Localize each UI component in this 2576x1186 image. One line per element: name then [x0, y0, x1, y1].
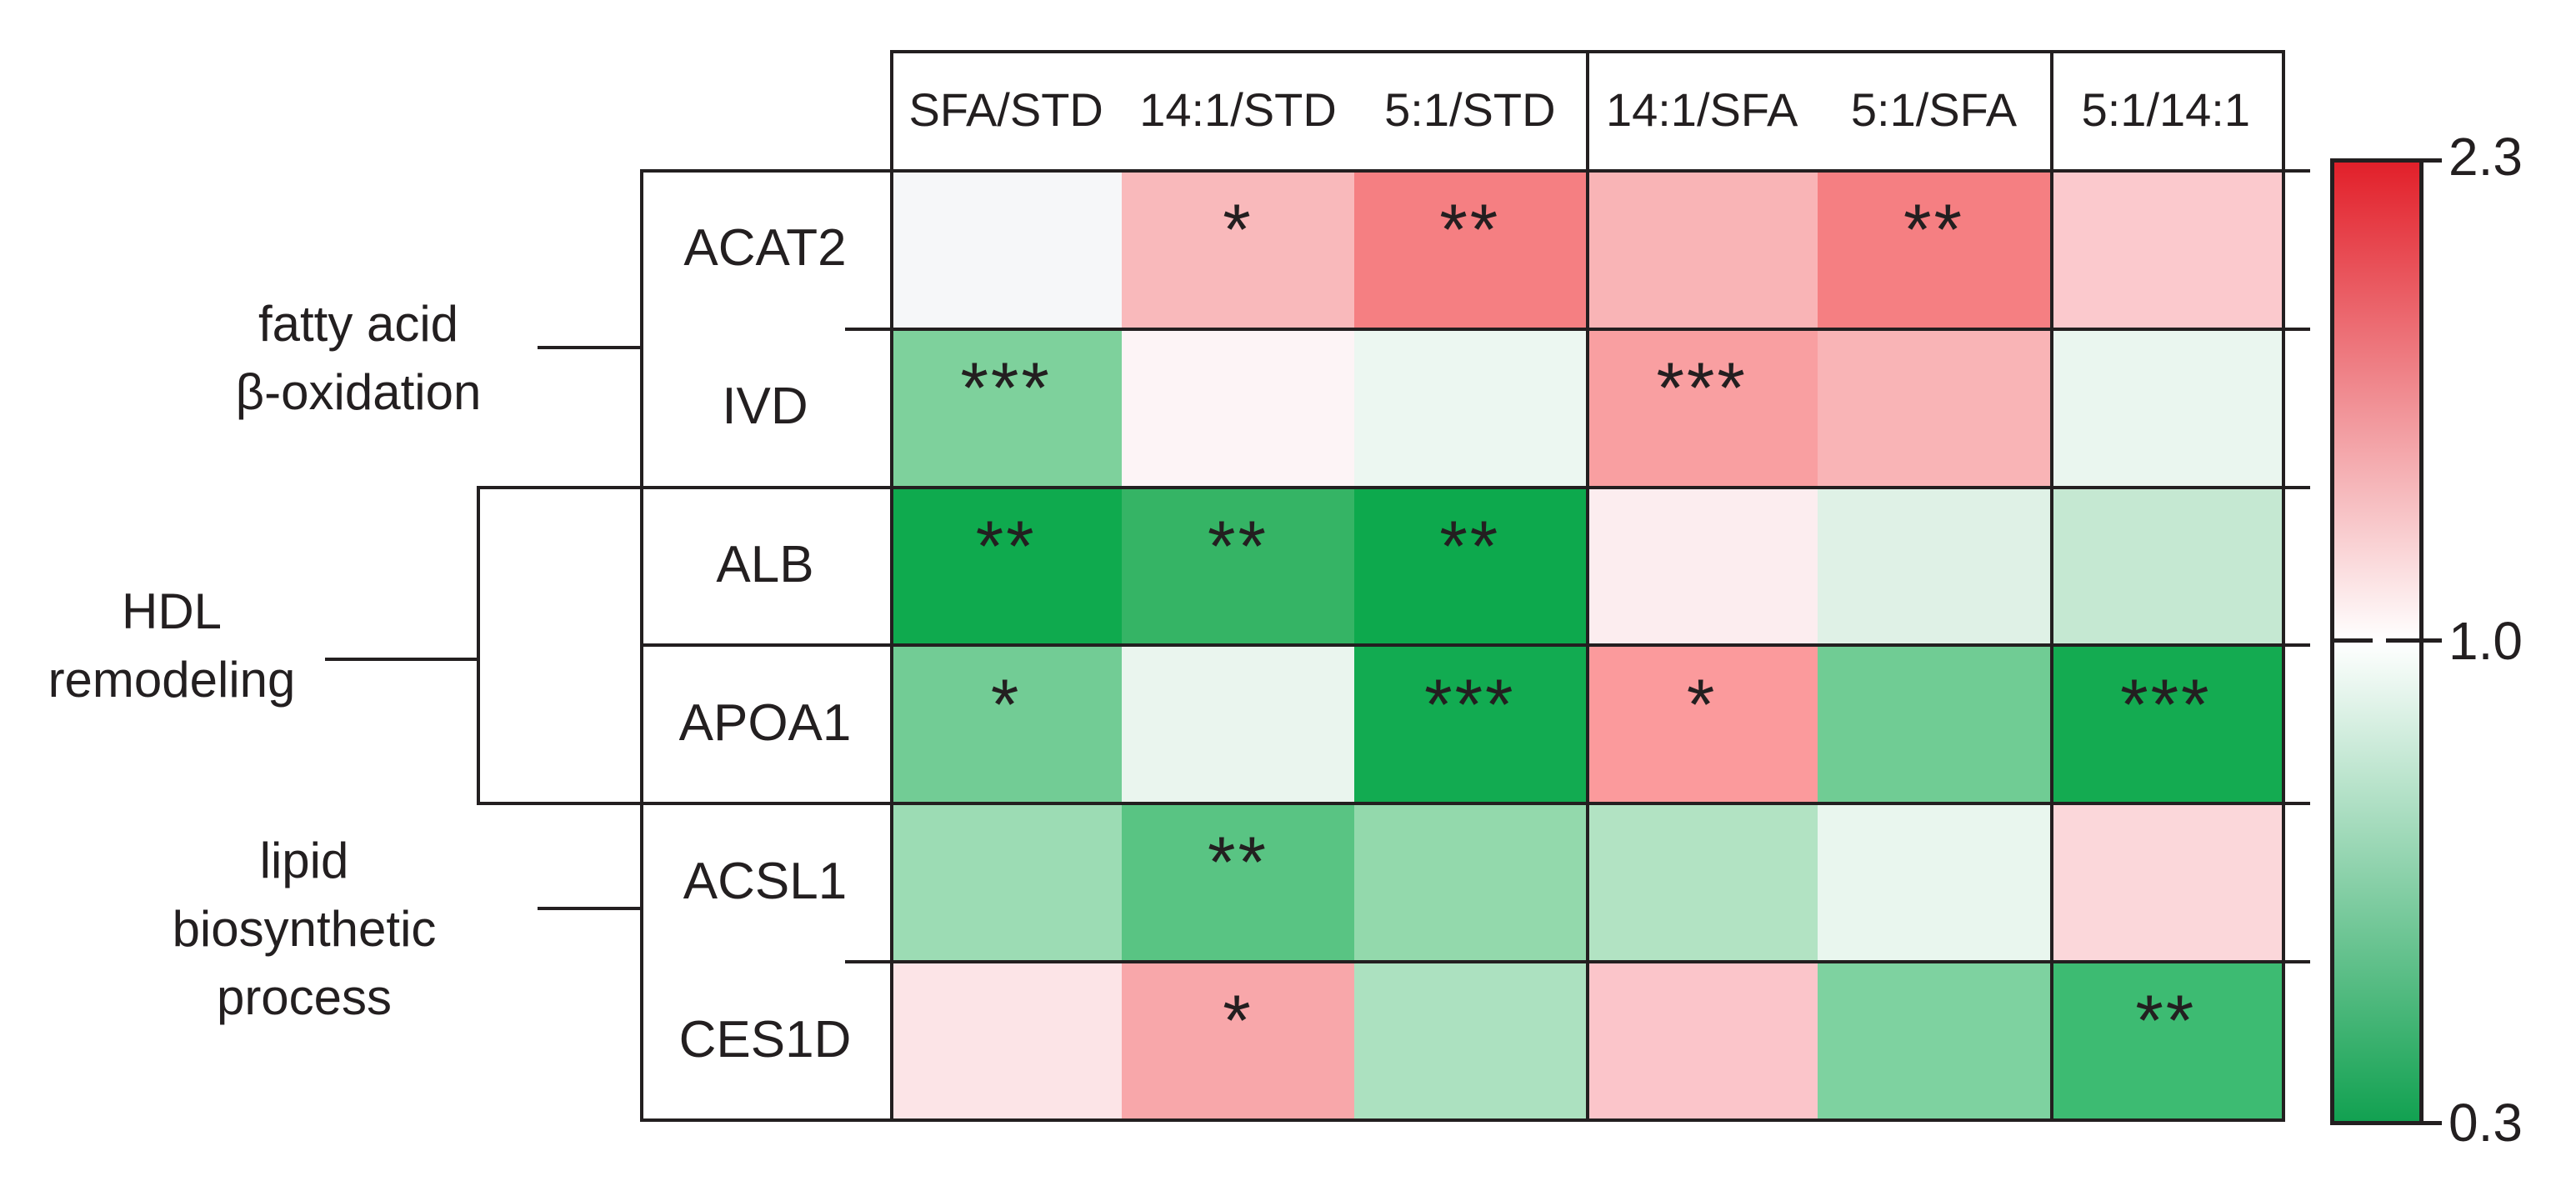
group-label-fatty-acid-beta-oxidation: fatty acid β-oxidation [235, 296, 482, 420]
row-separator [640, 643, 2310, 647]
significance-stars: *** [1656, 348, 1748, 428]
heatmap-cell-ALB-5:1/SFA [1818, 485, 2050, 644]
heatmap-cell-APOA1-SFA/STD: * [890, 643, 1123, 803]
heatmap-cell-APOA1-14:1/SFA: * [1586, 643, 1818, 803]
row-label-ACAT2: ACAT2 [683, 219, 847, 278]
significance-stars: ** [1439, 506, 1501, 587]
heatmap-cell-ACAT2-SFA/STD [890, 169, 1123, 328]
heatmap-bottom-border [640, 1118, 2285, 1122]
gene-box-left-edge [640, 169, 643, 1122]
group-label-lipid-biosynthetic-process: lipid biosynthetic process [172, 833, 437, 1025]
significance-stars: ** [975, 506, 1037, 587]
heatmap-cell-CES1D-5:1/STD [1353, 960, 1586, 1118]
heatmap-left-border [890, 50, 893, 1122]
heatmap-right-border [2282, 50, 2285, 1122]
column-group-divider [2050, 50, 2053, 1118]
heatmap-cell-APOA1-5:1/SFA [1818, 643, 2050, 803]
significance-stars: * [1686, 664, 1718, 745]
heatmap-cell-APOA1-5:1/STD: *** [1353, 643, 1586, 803]
significance-stars: *** [2120, 664, 2212, 745]
hdl-group-box-left-edge [477, 486, 480, 805]
significance-stars: *** [1424, 664, 1516, 745]
group-connector-line [538, 346, 640, 349]
heatmap-cell-ACAT2-5:1/STD: ** [1353, 169, 1586, 328]
significance-stars: * [1223, 190, 1253, 270]
heatmap-cell-ACSL1-14:1/STD: ** [1122, 802, 1354, 961]
heatmap-cell-ACSL1-5:1/STD [1353, 802, 1586, 961]
column-header-5:1/STD: 5:1/STD [1384, 83, 1556, 136]
heatmap-cell-ALB-5:1/STD: ** [1353, 485, 1586, 644]
heatmap-cell-ACSL1-14:1/SFA [1586, 802, 1818, 961]
significance-stars: *** [960, 348, 1052, 428]
row-separator [477, 802, 2310, 805]
header-bottom-border [640, 169, 2310, 173]
column-header-row: SFA/STD 14:1/STD 5:1/STD 14:1/SFA 5:1/SFA 5:1… [890, 50, 2282, 169]
colorbar-max-label: 2.3 [2448, 127, 2523, 187]
column-header-14:1/STD: 14:1/STD [1139, 83, 1337, 136]
colorbar-midpoint-dash [2386, 638, 2442, 643]
significance-stars: ** [1208, 823, 1268, 903]
heatmap-cell-ACAT2-14:1/STD: * [1122, 169, 1354, 328]
heatmap-cell-IVD-5:1/SFA [1818, 327, 2050, 486]
colorbar-tick-min [2423, 1121, 2442, 1125]
heatmap-cell-ALB-14:1/STD: ** [1122, 485, 1354, 644]
significance-stars: ** [1208, 506, 1268, 587]
heatmap-cell-CES1D-14:1/STD: * [1122, 960, 1354, 1118]
heatmap-cell-ACSL1-SFA/STD [890, 802, 1123, 961]
heatmap-cell-ACAT2-5:1/14:1 [2049, 169, 2282, 328]
heatmap-cell-IVD-14:1/SFA: *** [1586, 327, 1818, 486]
colorbar-mid-label: 1.0 [2448, 611, 2523, 671]
column-header-SFA/STD: SFA/STD [908, 83, 1103, 136]
row-separator [477, 486, 2310, 489]
heatmap-cell-APOA1-5:1/14:1: *** [2049, 643, 2282, 803]
row-separator [845, 960, 2310, 963]
heatmap-cell-CES1D-5:1/SFA [1818, 960, 2050, 1118]
significance-stars: ** [1903, 190, 1964, 270]
heatmap-cell-ALB-5:1/14:1 [2049, 485, 2282, 644]
heatmap-grid: * ** ** *** *** ** ** ** * *** * *** ** * ** [890, 169, 2282, 1118]
heatmap-cell-CES1D-SFA/STD [890, 960, 1123, 1118]
heatmap-cell-CES1D-5:1/14:1: ** [2049, 960, 2282, 1118]
significance-stars: * [990, 664, 1022, 745]
column-group-divider [1586, 50, 1589, 1118]
column-header-5:1/14:1: 5:1/14:1 [2081, 83, 2250, 136]
significance-stars: * [1223, 981, 1253, 1062]
significance-stars: ** [2135, 981, 2197, 1062]
heatmap-cell-ACAT2-5:1/SFA: ** [1818, 169, 2050, 328]
heatmap-cell-IVD-14:1/STD [1122, 327, 1354, 486]
colorbar-midpoint-dash [2334, 638, 2373, 643]
colorbar-min-label: 0.3 [2448, 1093, 2523, 1153]
heatmap-cell-IVD-SFA/STD: *** [890, 327, 1123, 486]
group-connector-line [325, 658, 477, 661]
row-label-IVD: IVD [722, 378, 808, 436]
row-separator [845, 328, 2310, 331]
group-label-hdl-remodeling: HDL remodeling [48, 583, 296, 708]
gene-label-column: ACAT2 IVD ALB APOA1 ACSL1 CES1D [640, 169, 890, 1118]
heatmap-cell-APOA1-14:1/STD [1122, 643, 1354, 803]
heatmap-cell-ALB-14:1/SFA [1586, 485, 1818, 644]
column-header-5:1/SFA: 5:1/SFA [1850, 83, 2018, 136]
row-label-ALB: ALB [716, 536, 814, 594]
heatmap-cell-IVD-5:1/14:1 [2049, 327, 2282, 486]
row-label-CES1D: CES1D [678, 1010, 852, 1068]
heatmap-cell-CES1D-14:1/SFA [1586, 960, 1818, 1118]
heatmap-cell-ACSL1-5:1/SFA [1818, 802, 2050, 961]
heatmap-cell-ALB-SFA/STD: ** [890, 485, 1123, 644]
colorbar-tick-max [2423, 158, 2442, 163]
row-label-ACSL1: ACSL1 [683, 852, 848, 910]
heatmap-cell-ACAT2-14:1/SFA [1586, 169, 1818, 328]
heatmap-cell-IVD-5:1/STD [1353, 327, 1586, 486]
column-header-14:1/SFA: 14:1/SFA [1605, 83, 1798, 136]
heatmap-cell-ACSL1-5:1/14:1 [2049, 802, 2282, 961]
row-label-APOA1: APOA1 [678, 693, 852, 752]
group-connector-line [538, 907, 640, 910]
significance-stars: ** [1439, 190, 1501, 270]
